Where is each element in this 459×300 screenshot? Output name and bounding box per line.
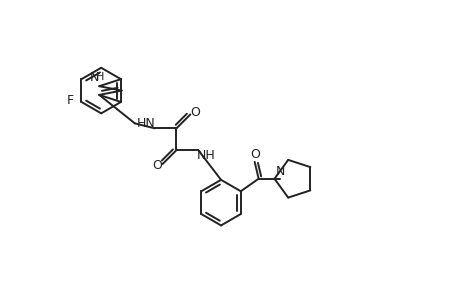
Text: N: N xyxy=(90,71,99,84)
Text: H: H xyxy=(96,72,104,82)
Text: N: N xyxy=(275,165,285,178)
Text: O: O xyxy=(152,160,162,172)
Text: F: F xyxy=(67,94,74,107)
Text: HN: HN xyxy=(136,117,155,130)
Text: O: O xyxy=(250,148,260,161)
Text: NH: NH xyxy=(196,148,215,162)
Text: O: O xyxy=(190,106,200,119)
